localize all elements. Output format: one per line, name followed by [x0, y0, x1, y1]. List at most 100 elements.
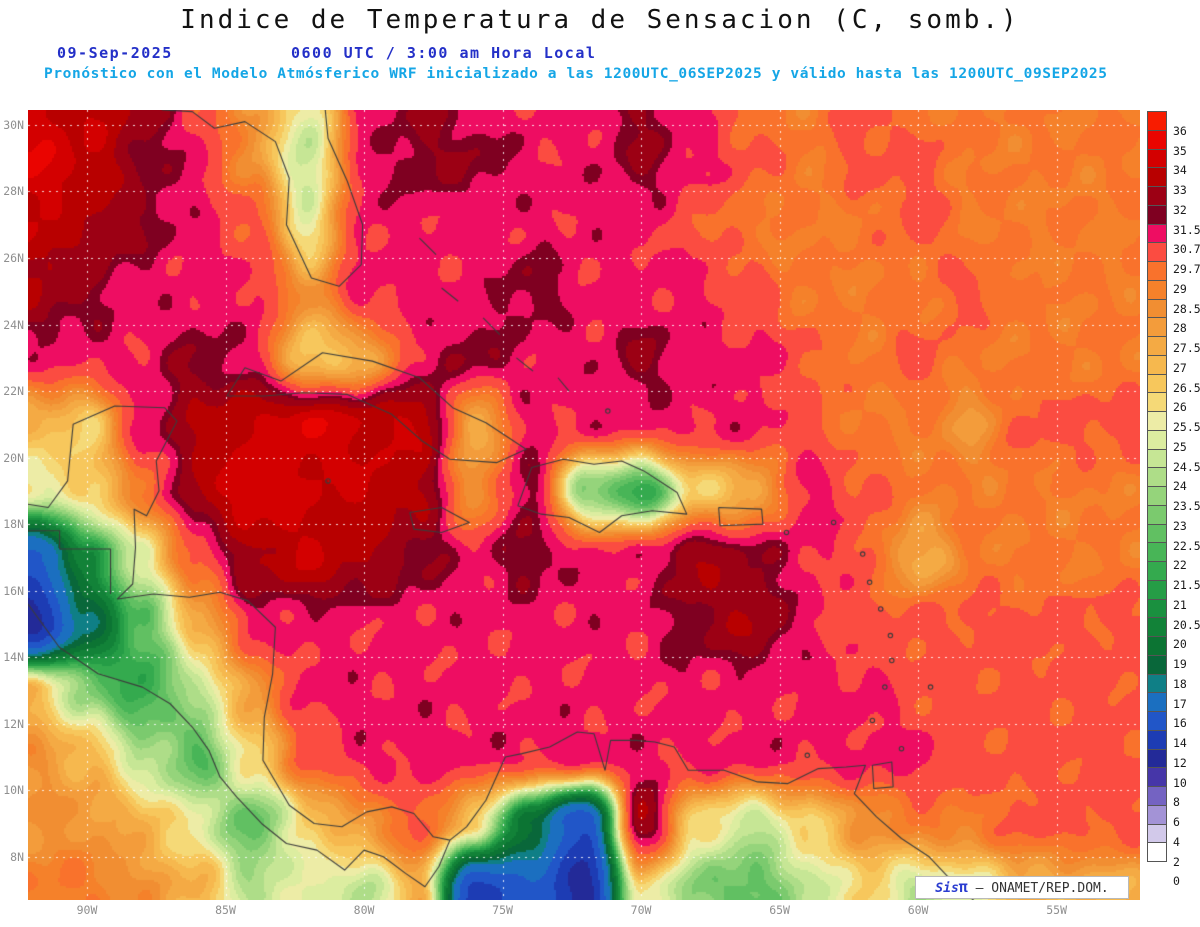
- lat-tick-label: 8N: [10, 849, 24, 864]
- colorbar-swatch: [1147, 429, 1167, 450]
- colorbar-label: 30.7: [1173, 242, 1200, 257]
- colorbar-swatch: [1147, 748, 1167, 769]
- colorbar-label: 18: [1173, 676, 1187, 691]
- colorbar-label: 0: [1173, 874, 1180, 889]
- colorbar-label: 35: [1173, 143, 1187, 158]
- lat-tick-label: 10N: [3, 783, 24, 798]
- colorbar-label: 32: [1173, 202, 1187, 217]
- colorbar-swatch: [1147, 298, 1167, 319]
- colorbar-swatch: [1147, 392, 1167, 412]
- colorbar-label: 24: [1173, 479, 1187, 494]
- colorbar-swatch: [1147, 598, 1167, 619]
- colorbar-label: 17: [1173, 696, 1187, 711]
- colorbar-swatch: [1147, 317, 1167, 337]
- colorbar-swatch: [1147, 523, 1167, 544]
- colorbar-swatch: [1147, 842, 1167, 862]
- colorbar-swatch: [1147, 767, 1167, 787]
- colorbar-label: 4: [1173, 834, 1180, 849]
- lat-tick-label: 24N: [3, 317, 24, 332]
- colorbar-swatch: [1147, 692, 1167, 712]
- colorbar-label: 28.5: [1173, 301, 1200, 316]
- colorbar-label: 29.7: [1173, 262, 1200, 276]
- colorbar-swatch: [1147, 448, 1167, 469]
- colorbar-label: 6: [1173, 815, 1180, 829]
- colorbar-swatch: [1147, 279, 1167, 300]
- lat-tick-label: 18N: [3, 517, 24, 532]
- colorbar-label: 24.5: [1173, 459, 1200, 474]
- colorbar-swatch: [1147, 186, 1167, 206]
- colorbar-label: 19: [1173, 657, 1187, 671]
- forecast-date: 09-Sep-2025: [57, 44, 173, 62]
- colorbar-swatch: [1147, 111, 1167, 131]
- colorbar-swatch: [1147, 411, 1167, 431]
- colorbar-swatch: [1147, 654, 1167, 675]
- colorbar-label: 31.5: [1173, 222, 1200, 237]
- watermark-sis-label: Sis: [935, 881, 959, 896]
- longitude-axis: 90W 85W 80W 75W 70W 65W 60W 55W: [28, 903, 1140, 921]
- colorbar-label: 20: [1173, 637, 1187, 652]
- colorbar-swatch: [1147, 336, 1167, 356]
- lon-tick-label: 65W: [769, 903, 790, 917]
- colorbar-label: 20.5: [1173, 617, 1200, 632]
- lon-tick-label: 55W: [1046, 903, 1067, 917]
- colorbar-swatch: [1147, 167, 1167, 187]
- colorbar-label: 26: [1173, 400, 1187, 415]
- colorbar-swatch: [1147, 542, 1167, 562]
- colorbar-label: 8: [1173, 795, 1180, 810]
- colorbar-label: 25.5: [1173, 420, 1200, 434]
- colorbar-swatch: [1147, 261, 1167, 281]
- colorbar-label: 36: [1173, 123, 1187, 138]
- lon-tick-label: 75W: [492, 903, 513, 917]
- colorbar-swatch: [1147, 467, 1167, 487]
- lon-tick-label: 90W: [76, 903, 98, 917]
- lat-tick-label: 14N: [3, 650, 24, 665]
- lat-tick-label: 28N: [3, 184, 24, 199]
- colorbar-swatch: [1147, 711, 1167, 731]
- forecast-time: 0600 UTC / 3:00 am Hora Local: [291, 44, 597, 62]
- lat-tick-label: 12N: [3, 716, 24, 731]
- pi-symbol: π: [958, 878, 968, 896]
- colorbar-swatch: [1147, 729, 1167, 750]
- lat-tick-label: 30N: [3, 117, 24, 132]
- colorbar-label: 33: [1173, 183, 1187, 197]
- model-info-line: Pronóstico con el Modelo Atmósferico WRF…: [44, 66, 1108, 82]
- colorbar: 36 35 34 33 32 31.5 30.7 29.7 29 28.5 28 27.5 27 26.5…: [1147, 111, 1200, 901]
- heatmap-map-canvas: [28, 110, 1140, 900]
- colorbar-swatch: [1147, 504, 1167, 525]
- colorbar-label: 28: [1173, 321, 1187, 336]
- colorbar-label: 26.5: [1173, 380, 1200, 395]
- watermark: Sisπ – ONAMET/REP.DOM.: [915, 876, 1129, 899]
- lat-tick-label: 16N: [3, 583, 24, 598]
- colorbar-label: 21: [1173, 597, 1187, 612]
- colorbar-swatch: [1147, 636, 1167, 656]
- lat-tick-label: 20N: [3, 450, 24, 465]
- colorbar-swatch: [1147, 673, 1167, 694]
- lat-tick-label: 26N: [3, 251, 24, 266]
- latitude-axis: 30N 28N 26N 24N 22N 20N 18N 16N 14N 12N 10N 8N: [0, 110, 25, 900]
- colorbar-label: 23.5: [1173, 499, 1200, 513]
- colorbar-label: 12: [1173, 755, 1187, 770]
- colorbar-boxes: [1147, 111, 1167, 901]
- colorbar-label: 23: [1173, 518, 1187, 533]
- colorbar-label: 21.5: [1173, 578, 1200, 592]
- colorbar-label: 27.5: [1173, 341, 1200, 355]
- colorbar-label: 22: [1173, 558, 1187, 573]
- colorbar-swatch: [1147, 223, 1167, 244]
- colorbar-label: 22.5: [1173, 538, 1200, 553]
- colorbar-swatch: [1147, 617, 1167, 637]
- colorbar-swatch: [1147, 561, 1167, 581]
- lon-tick-label: 60W: [907, 903, 929, 917]
- colorbar-swatch: [1147, 129, 1167, 150]
- colorbar-label: 29: [1173, 281, 1187, 296]
- watermark-agency-label: – ONAMET/REP.DOM.: [967, 881, 1109, 896]
- colorbar-swatch: [1147, 204, 1167, 225]
- lon-tick-label: 70W: [630, 903, 652, 917]
- colorbar-swatch: [1147, 486, 1167, 506]
- colorbar-label: 10: [1173, 775, 1187, 790]
- colorbar-label: 14: [1173, 736, 1187, 750]
- lon-tick-label: 80W: [353, 903, 375, 917]
- colorbar-swatch: [1147, 823, 1167, 844]
- lat-tick-label: 22N: [3, 384, 24, 399]
- page-title: Indice de Temperatura de Sensacion (C, s…: [180, 5, 1020, 35]
